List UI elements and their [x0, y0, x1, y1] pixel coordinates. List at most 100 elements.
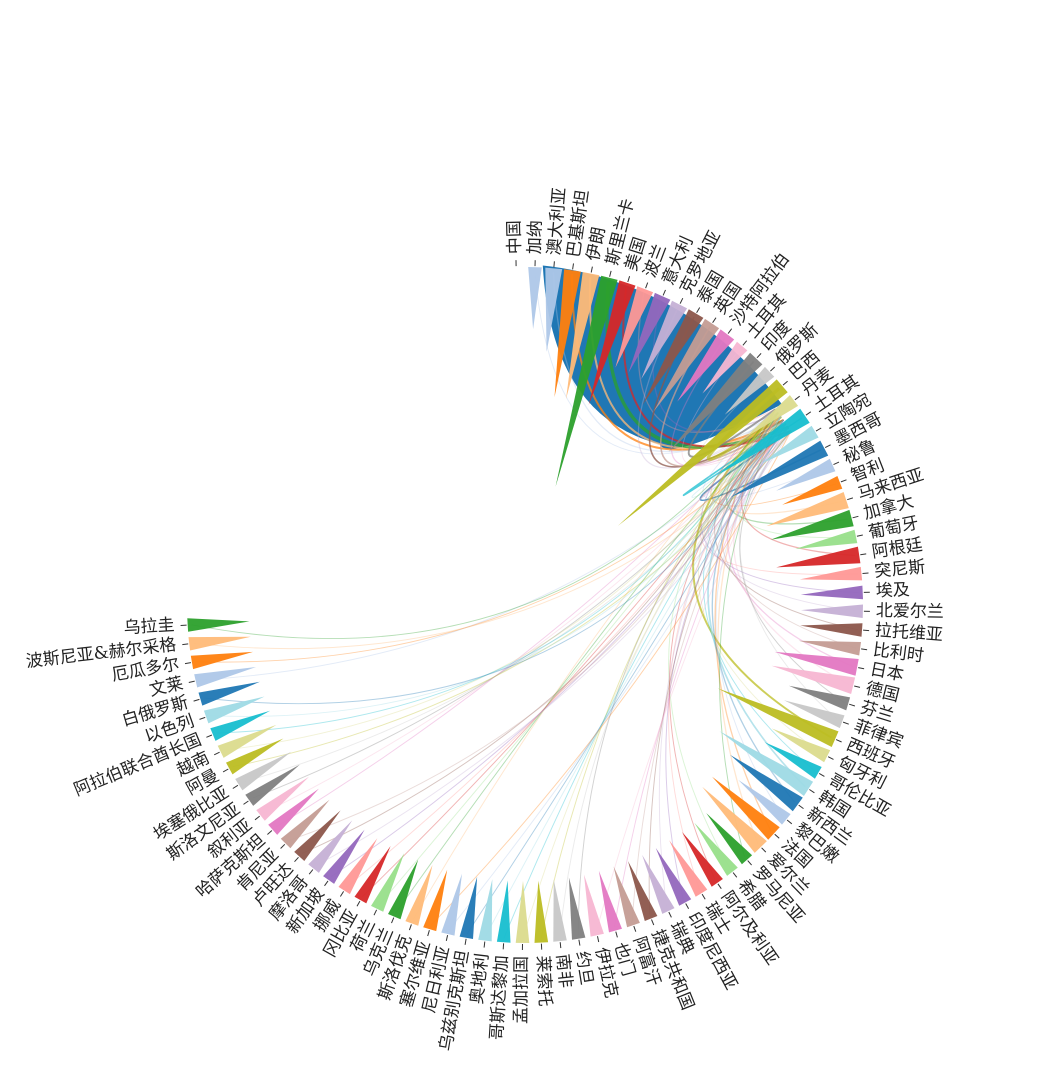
chord-arc	[371, 853, 405, 912]
label-tick	[308, 869, 314, 875]
label-tick	[597, 936, 600, 943]
chord-arc	[617, 379, 788, 526]
chord-arc	[799, 566, 863, 581]
chord-arc	[210, 710, 271, 741]
chord-arc	[188, 636, 251, 651]
chord-arc	[256, 776, 309, 821]
chord-arc	[628, 292, 671, 373]
chord-arc	[235, 751, 292, 791]
label-tick	[572, 263, 574, 270]
chord-ribbon	[232, 430, 792, 768]
chord-ribbon	[702, 408, 830, 501]
chord-ribbon	[263, 419, 784, 814]
chord-arc	[776, 546, 861, 568]
node-label: 莱索托	[532, 955, 554, 1007]
label-tick	[280, 843, 286, 849]
label-tick	[849, 703, 856, 707]
chord-ribbon	[503, 416, 782, 939]
label-tick	[782, 380, 788, 386]
label-tick	[188, 680, 195, 683]
label-tick	[809, 789, 815, 794]
chord-ribbon	[631, 416, 782, 922]
chord-arc	[528, 267, 542, 330]
chord-arc	[217, 724, 277, 758]
chord-ribbon	[448, 426, 790, 931]
chord-arc	[788, 685, 851, 711]
label-tick	[685, 903, 690, 910]
chord-arc	[203, 696, 265, 724]
chord-ribbon	[714, 408, 777, 832]
label-tick	[858, 667, 865, 670]
chord-ribbon	[668, 419, 784, 869]
chord-arc	[553, 879, 567, 942]
label-tick	[356, 900, 361, 907]
chord-arc	[338, 838, 378, 895]
chord-arc	[534, 880, 549, 943]
chord-ribbon	[707, 422, 806, 788]
label-tick	[294, 856, 299, 863]
chord-arc	[764, 742, 822, 779]
label-tick	[774, 833, 780, 839]
chord-ribbon	[288, 412, 779, 842]
chord-arc	[584, 874, 604, 937]
label-tick	[213, 751, 220, 756]
chord-arc	[268, 788, 319, 835]
chord-arc	[515, 881, 530, 943]
label-tick	[727, 328, 733, 334]
chord-arc	[730, 440, 829, 498]
label-tick	[861, 648, 868, 651]
chord-arc	[441, 873, 462, 936]
chord-arc	[568, 877, 586, 940]
chord-ribbon	[209, 416, 782, 717]
chord-arc	[615, 286, 654, 368]
chord-arc	[717, 408, 810, 476]
label-tick	[609, 270, 612, 277]
label-tick	[761, 847, 767, 853]
chord-arc	[730, 754, 803, 812]
chord-ribbon	[191, 408, 776, 640]
label-tick	[578, 939, 581, 946]
node-label: 孟加拉国	[511, 956, 532, 1024]
arc-layer	[187, 267, 863, 943]
chord-ribbon	[668, 426, 789, 890]
chord-arc	[682, 832, 723, 887]
chord-arc	[642, 309, 704, 405]
chord-ribbon	[613, 419, 785, 927]
label-tick	[267, 830, 273, 835]
label-tick	[742, 340, 748, 346]
label-tick	[747, 860, 752, 866]
chord-ribbon	[699, 430, 858, 575]
chord-arc	[308, 820, 353, 873]
chord-arc	[702, 341, 748, 394]
label-tick	[445, 934, 449, 942]
label-tick	[770, 366, 776, 372]
chord-ribbon	[648, 412, 779, 915]
chord-arc	[653, 318, 720, 412]
chord-ribbon	[301, 408, 777, 854]
label-tick	[627, 276, 631, 283]
chord-arc	[800, 623, 863, 637]
chord-arc	[800, 585, 863, 600]
chord-arc	[190, 651, 253, 670]
chord-ribbon	[700, 408, 859, 594]
chord-ribbon	[199, 423, 787, 681]
node-label: 突尼斯	[874, 557, 927, 582]
chord-ribbon	[715, 430, 792, 818]
label-tick	[732, 872, 738, 878]
chord-arc	[784, 700, 845, 729]
chord-arc	[776, 458, 836, 491]
label-tick	[852, 515, 859, 519]
node-label: 埃及	[875, 580, 910, 601]
label-tick	[633, 925, 637, 932]
label-tick	[805, 411, 812, 416]
chord-arc	[641, 300, 688, 380]
chord-arc	[354, 846, 391, 904]
label-tick	[818, 772, 825, 777]
chord-arc	[388, 859, 419, 920]
label-tick	[464, 938, 467, 945]
label-tick	[701, 893, 706, 900]
chord-arc	[598, 870, 622, 933]
label-tick	[391, 917, 395, 924]
chord-arc	[496, 880, 511, 943]
